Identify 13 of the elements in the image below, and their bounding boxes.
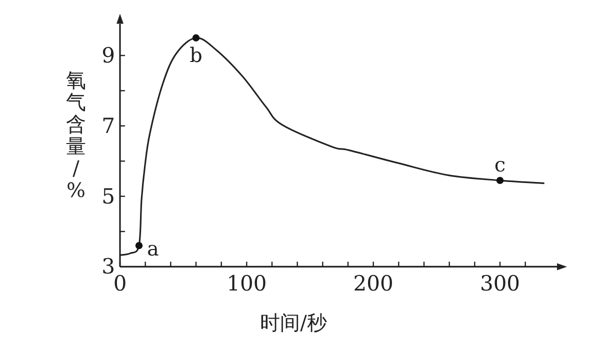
y-tick-label: 9 — [102, 43, 115, 68]
annotation: b — [190, 42, 202, 67]
x-tick-label: 0 — [113, 272, 127, 296]
annotation: c — [494, 152, 506, 176]
x-tick-label: 100 — [226, 272, 267, 296]
y-axis-title: 氧气含量/% — [66, 68, 86, 202]
y-tick-label: 7 — [102, 114, 115, 138]
x-axis-title: 时间/秒 — [260, 310, 327, 335]
x-tick-label: 300 — [480, 272, 520, 296]
y-tick-label: 5 — [102, 184, 115, 208]
y-tick-label: 3 — [102, 254, 115, 279]
x-tick-label: 200 — [353, 272, 394, 296]
annotation: a — [147, 236, 159, 261]
